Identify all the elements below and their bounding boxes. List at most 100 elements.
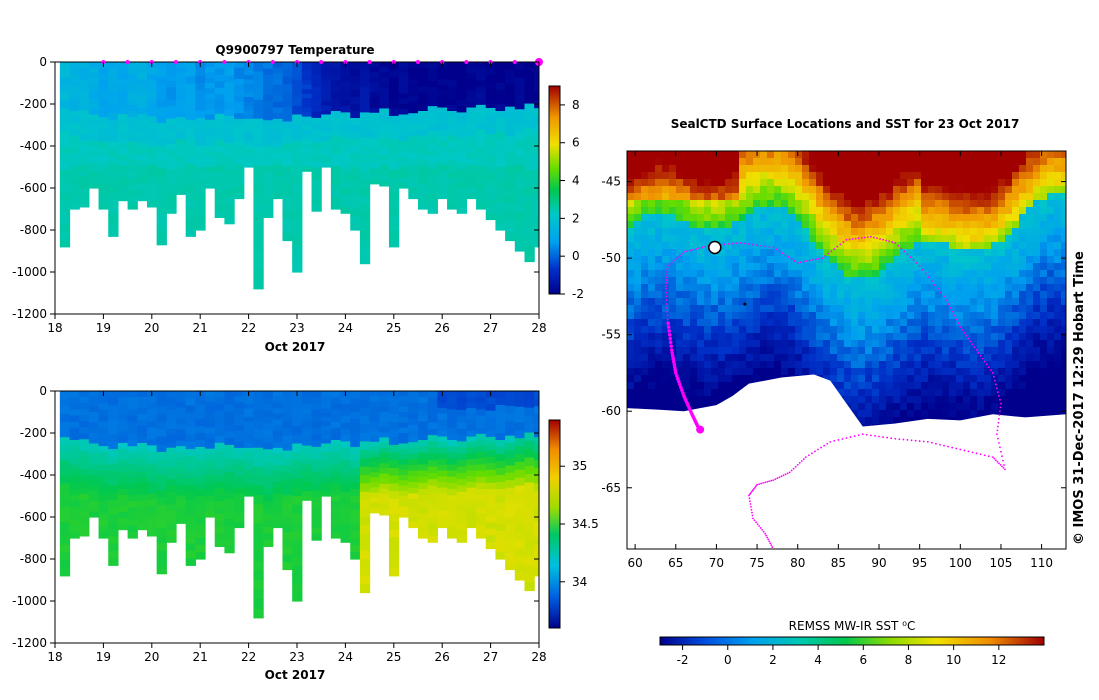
temp-cell [379, 98, 390, 104]
sst-cell [641, 151, 649, 159]
salinity-cell [437, 493, 448, 500]
sst-cell [746, 186, 754, 194]
sst-cell [732, 270, 740, 278]
sst-cell [872, 242, 880, 250]
temp-cell [69, 123, 80, 130]
sst-cell [704, 389, 712, 397]
sst-cell [753, 333, 761, 341]
sst-cell [830, 221, 838, 229]
y-tick-label: -1200 [12, 307, 47, 321]
temp-cell [166, 150, 177, 158]
temp-cell [359, 104, 371, 113]
temp-cell [495, 195, 506, 203]
sst-cell [760, 242, 768, 250]
sst-cell [697, 291, 705, 299]
temp-cell [205, 83, 216, 89]
temp-cell [214, 139, 225, 147]
sst-cell [886, 249, 894, 257]
sst-cell [795, 186, 803, 194]
temp-cell [214, 120, 225, 128]
sst-cell [634, 193, 642, 201]
sst-cell [865, 410, 873, 418]
temp-cell [69, 202, 80, 210]
salinity-cell [456, 403, 467, 411]
temp-cell [534, 185, 539, 194]
salinity-cell [534, 460, 539, 469]
salinity-cell [505, 547, 516, 556]
salinity-cell [137, 431, 148, 438]
temp-cell [476, 202, 487, 210]
salinity-cell [214, 462, 225, 470]
salinity-cell [466, 402, 477, 409]
temp-cell [301, 157, 313, 163]
sst-cell [851, 256, 859, 264]
sst-cell [879, 228, 887, 236]
sst-cell [774, 305, 782, 313]
temp-cell [456, 150, 467, 158]
temp-cell [224, 82, 235, 90]
salinity-cell [205, 401, 216, 408]
x-tick-label: 24 [338, 321, 353, 335]
sst-cell [886, 221, 894, 229]
temp-cell [292, 79, 303, 89]
temp-cell [514, 132, 526, 142]
salinity-cell [146, 409, 158, 416]
salinity-cell [350, 391, 361, 399]
sst-cell [802, 186, 810, 194]
temp-cell [253, 222, 264, 233]
sst-cell [788, 340, 796, 348]
temp-cell [243, 153, 255, 159]
sst-cell [718, 382, 726, 390]
salinity-cell [176, 479, 187, 486]
sst-cell [774, 193, 782, 201]
sst-cell [886, 298, 894, 306]
salinity-cell [476, 470, 487, 478]
salinity-cell [156, 429, 167, 438]
temp-cell [108, 62, 119, 70]
temp-cell [185, 105, 196, 114]
sst-cell [683, 284, 691, 292]
sst-cell [711, 165, 719, 173]
sst-cell [788, 200, 796, 208]
temp-cell [108, 214, 119, 223]
temp-cell [263, 204, 274, 212]
sst-cell [753, 270, 761, 278]
salinity-cell [456, 517, 467, 524]
temp-cell [243, 105, 255, 111]
sst-cell [711, 263, 719, 271]
sst-cell [718, 172, 726, 180]
temp-cell [146, 140, 158, 148]
sst-cell [627, 158, 635, 166]
temp-cell [185, 141, 196, 150]
salinity-cell [456, 409, 467, 417]
salinity-cell [69, 391, 80, 398]
sst-cell [634, 382, 642, 390]
temp-cell [79, 140, 90, 148]
sst-cell [921, 179, 929, 187]
temp-cell [195, 111, 206, 119]
salinity-cell [137, 460, 148, 467]
temp-cell [408, 192, 419, 200]
sst-cell [851, 158, 859, 166]
sst-cell [795, 165, 803, 173]
sst-cell [690, 249, 698, 257]
sst-cell [858, 158, 866, 166]
temp-cell [166, 87, 177, 95]
temp-cell [185, 149, 196, 158]
temp-cell [79, 200, 90, 208]
sst-cell [774, 242, 782, 250]
salinity-cell [272, 419, 284, 426]
sst-cell [648, 151, 656, 159]
temp-cell [514, 219, 526, 228]
sst-cell [781, 347, 789, 355]
temp-cell [185, 83, 196, 92]
sst-cell [690, 284, 698, 292]
temp-cell [476, 172, 487, 179]
temp-cell [292, 97, 303, 107]
temp-cell [330, 68, 342, 75]
salinity-cell [437, 510, 448, 517]
temp-cell [292, 70, 303, 81]
salinity-cell [88, 464, 100, 471]
temp-cell [330, 104, 342, 112]
sst-cell [725, 186, 733, 194]
